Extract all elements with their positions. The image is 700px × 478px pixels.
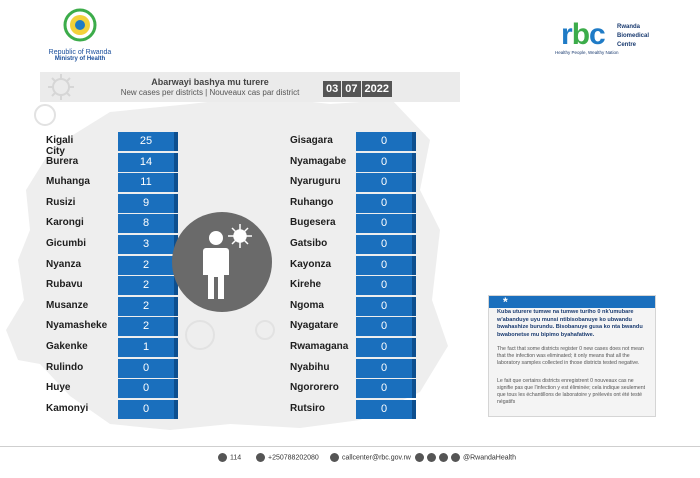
- email-contact[interactable]: callcenter@rbc.gov.rw: [330, 453, 411, 462]
- district-name: Nyabihu: [290, 361, 330, 373]
- ministry-of-health-logo: Republic of Rwanda Ministry of Health: [30, 8, 130, 62]
- district-cases: 2: [118, 255, 178, 275]
- district-name: Gisagara: [290, 135, 333, 146]
- hotline[interactable]: 114: [218, 453, 241, 462]
- district-cases: 0: [356, 235, 416, 254]
- district-name: Gicumbi: [46, 238, 87, 249]
- rwanda-emblem-icon: [63, 8, 97, 42]
- district-name: Rubavu: [46, 279, 83, 291]
- phone-icon: [218, 453, 227, 462]
- district-cases: 0: [356, 399, 416, 419]
- district-cases: 0: [118, 379, 178, 399]
- district-cases: 14: [118, 152, 178, 172]
- footer-divider: [0, 446, 700, 447]
- note-header: *: [489, 295, 655, 309]
- district-cases: 0: [356, 214, 416, 234]
- district-cases: 0: [118, 358, 178, 378]
- district-name: Rwamagana: [290, 341, 349, 352]
- rbc-slogan: Healthy People, Wealthy Nation: [555, 50, 619, 55]
- note-kinyarwanda: Kuba uturere tumwe na tumwe turiho 0 nk'…: [497, 309, 643, 338]
- date-year: 2022: [361, 81, 392, 97]
- district-name: Gatsibo: [290, 238, 328, 249]
- district-name: Nyamasheke: [46, 320, 108, 332]
- report-date: 03 07 2022: [323, 79, 393, 97]
- person-circle: [172, 212, 272, 312]
- district-cases: 1: [118, 338, 178, 357]
- district-name: Kirehe: [290, 279, 322, 291]
- district-name: Kayonza: [290, 258, 332, 270]
- district-cases: 11: [118, 173, 178, 193]
- rbc-name: Rwanda Biomedical Centre: [617, 24, 650, 48]
- social-handle[interactable]: @RwandaHealth: [415, 453, 516, 462]
- virus-icon: [48, 74, 74, 100]
- district-cases: 0: [356, 379, 416, 399]
- district-cases: 0: [356, 255, 416, 275]
- person-icon: [203, 224, 252, 299]
- district-cases: 2: [118, 276, 178, 296]
- district-name: Karongi: [46, 217, 84, 229]
- district-cases: 25: [118, 132, 178, 151]
- district-cases: 0: [118, 399, 178, 419]
- district-name: Rulindo: [46, 361, 84, 373]
- whatsapp-contact[interactable]: +250788202080: [256, 453, 319, 462]
- note-english: The fact that some districts register 0 …: [497, 346, 644, 366]
- district-name: Rusizi: [46, 196, 76, 208]
- district-name: Kigali City: [46, 135, 74, 157]
- district-name: Gakenke: [46, 341, 88, 352]
- district-cases: 2: [118, 317, 178, 337]
- district-name: Ngoma: [290, 299, 324, 311]
- district-name: Kamonyi: [46, 402, 89, 414]
- district-cases: 0: [356, 276, 416, 296]
- district-name: Burera: [46, 155, 79, 167]
- district-name: Bugesera: [290, 217, 336, 229]
- title-en-fr: New cases per districts | Nouveaux cas p…: [120, 88, 300, 97]
- district-name: Ruhango: [290, 196, 334, 208]
- district-name: Rutsiro: [290, 402, 325, 414]
- district-cases: 3: [118, 235, 178, 254]
- district-name: Muhanga: [46, 176, 90, 188]
- district-cases: 0: [356, 152, 416, 172]
- district-name: Huye: [46, 382, 71, 394]
- twitter-icon: [415, 453, 424, 462]
- title-kinyarwanda: Abarwayi bashya mu turere: [151, 77, 269, 87]
- district-cases: 0: [356, 338, 416, 357]
- date-day: 03: [323, 81, 342, 97]
- district-cases: 0: [356, 173, 416, 193]
- facebook-icon: [427, 453, 436, 462]
- ministry-label: Ministry of Health: [54, 56, 106, 62]
- district-cases: 0: [356, 193, 416, 213]
- title-band: Abarwayi bashya mu turere New cases per …: [40, 72, 460, 102]
- district-cases: 8: [118, 214, 178, 234]
- district-cases: 2: [118, 296, 178, 316]
- district-name: Nyagatare: [290, 320, 339, 332]
- district-cases: 9: [118, 193, 178, 213]
- date-month: 07: [342, 81, 361, 97]
- rbc-logo: rbc Rwanda Biomedical Centre Healthy Peo…: [555, 20, 665, 60]
- disclaimer-note: * Kuba uturere tumwe na tumwe turiho 0 n…: [488, 295, 656, 417]
- instagram-icon: [439, 453, 448, 462]
- district-name: Ngororero: [290, 382, 339, 394]
- rbc-letters: rbc: [561, 18, 606, 51]
- virus-icon: [228, 224, 252, 248]
- district-cases: 0: [356, 296, 416, 316]
- note-french: Le fait que certains districts enregistr…: [497, 378, 646, 405]
- whatsapp-icon: [256, 453, 265, 462]
- district-name: Nyamagabe: [290, 155, 347, 167]
- email-icon: [330, 453, 339, 462]
- youtube-icon: [451, 453, 460, 462]
- district-cases: 0: [356, 358, 416, 378]
- district-name: Nyanza: [46, 258, 82, 270]
- district-name: Musanze: [46, 299, 89, 311]
- district-name: Nyaruguru: [290, 176, 341, 188]
- republic-label: Republic of Rwanda: [48, 49, 112, 56]
- asterisk-icon: *: [503, 295, 508, 309]
- district-cases: 0: [356, 317, 416, 337]
- district-cases: 0: [356, 132, 416, 151]
